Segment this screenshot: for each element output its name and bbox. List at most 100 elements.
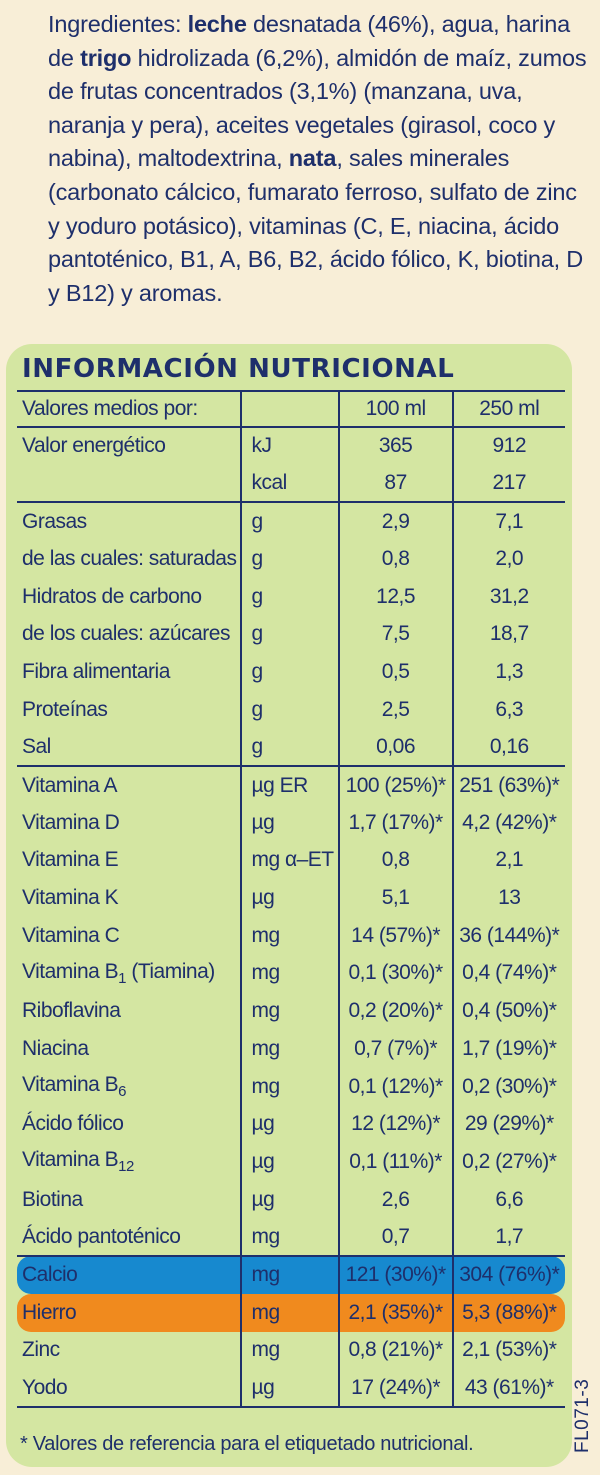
nutrient-unit: g xyxy=(240,577,339,616)
value-250ml: 5,3 (88%)* xyxy=(451,1293,565,1332)
ingredients-part-1: desnatada (46%), agua, harina de xyxy=(48,11,570,71)
nutrient-name: Vitamina E xyxy=(22,848,119,872)
header-col-100ml: 100 ml xyxy=(337,390,453,427)
value-100ml: 5,1 xyxy=(337,879,453,917)
nutrient-name: Yodo xyxy=(17,1369,242,1408)
nutrient-name: Ácido fólico xyxy=(22,1112,124,1136)
value-100ml: 0,7 (7%)* xyxy=(337,1030,453,1068)
nutrient-name: Zinc xyxy=(22,1338,60,1362)
nutrient-name: Fibra alimentaria xyxy=(22,659,170,683)
value-100ml: 0,8 (21%)* xyxy=(337,1331,453,1370)
nutrient-name: Proteínas xyxy=(22,697,108,721)
value-100ml: 17 (24%)* xyxy=(337,1369,453,1408)
value-100ml: 0,1 (30%)* xyxy=(337,954,453,993)
value-250ml: 0,2 (27%)* xyxy=(451,1143,565,1181)
value-250ml: 0,2 (30%)* xyxy=(451,1067,565,1106)
value-250ml: 1,7 xyxy=(451,1218,565,1257)
value-250ml: 6,3 xyxy=(451,690,565,729)
value-100ml: 2,6 xyxy=(337,1180,453,1219)
nutrient-name: de las cuales: saturadas xyxy=(22,546,237,570)
allergen-leche: leche xyxy=(187,11,247,37)
nutrient-unit: mg α–ET xyxy=(240,841,339,880)
value-100ml: 100 (25%)* xyxy=(337,765,453,804)
header-label: Valores medios por: xyxy=(17,390,242,427)
table-row: Zinc mg 0,8 (21%)* 2,1 (53%)* xyxy=(17,1331,565,1370)
nutrient-name xyxy=(17,465,241,503)
value-250ml: 0,16 xyxy=(451,728,565,767)
nutrient-unit: mg xyxy=(240,1218,339,1257)
table-row: kcal 87 217 xyxy=(17,464,565,503)
nutrient-unit: µg xyxy=(240,1180,339,1219)
nutrient-unit: mg xyxy=(240,1030,339,1068)
value-250ml: 31,2 xyxy=(451,577,565,616)
table-row: Hidratos de carbono g 12,5 31,2 xyxy=(17,577,565,616)
value-100ml: 7,5 xyxy=(337,615,453,654)
nutrient-subscript: 1 xyxy=(118,970,127,988)
nutrient-unit: kcal xyxy=(240,464,339,503)
nutrient-name: Vitamina B1 (Tiamina) xyxy=(22,959,215,988)
nutrient-unit: µg xyxy=(240,1143,339,1181)
nutrient-name: Hidratos de carbono xyxy=(22,584,202,608)
nutrient-name: Vitamina B12 xyxy=(22,1148,134,1176)
nutrient-name: de los cuales: azúcares xyxy=(22,622,230,646)
table-row: Vitamina B1 (Tiamina) mg 0,1 (30%)* 0,4 (74… xyxy=(17,954,565,993)
value-100ml: 0,5 xyxy=(337,653,453,691)
nutrient-name: Vitamina K xyxy=(22,886,119,910)
table-row: Ácido pantoténico mg 0,7 1,7 xyxy=(17,1218,565,1257)
nutrient-name: Grasas xyxy=(17,501,242,541)
nutrient-name: Vitamina C xyxy=(22,923,120,947)
nutrition-title: INFORMACIÓN NUTRICIONAL xyxy=(22,354,455,384)
table-row: Fibra alimentaria g 0,5 1,3 xyxy=(17,653,565,691)
nutrient-unit: kJ xyxy=(240,426,339,465)
allergen-trigo: trigo xyxy=(80,44,132,71)
nutrient-unit: µg ER xyxy=(240,765,339,804)
table-row: de los cuales: azúcares g 7,5 18,7 xyxy=(17,615,565,654)
nutrient-unit: µg xyxy=(240,803,339,842)
table-row: Hierro mg 2,1 (35%)* 5,3 (88%)* xyxy=(17,1293,565,1332)
table-row: Biotina µg 2,6 6,6 xyxy=(17,1180,565,1219)
nutrient-subscript: 12 xyxy=(118,1158,134,1176)
value-100ml: 14 (57%)* xyxy=(337,916,453,955)
value-250ml: 7,1 xyxy=(451,501,565,541)
value-100ml: 2,5 xyxy=(337,690,453,729)
table-row: Vitamina B6 mg 0,1 (12%)* 0,2 (30%)* xyxy=(17,1067,565,1106)
nutrient-unit: µg xyxy=(240,1105,339,1144)
value-100ml: 2,9 xyxy=(337,501,453,541)
table-row: Ácido fólico µg 12 (12%)* 29 (29%)* xyxy=(17,1105,565,1144)
nutrient-unit: mg xyxy=(240,954,339,993)
table-row: Vitamina C mg 14 (57%)* 36 (144%)* xyxy=(17,916,565,955)
value-250ml: 251 (63%)* xyxy=(451,765,565,804)
value-100ml: 365 xyxy=(337,426,453,465)
value-100ml: 0,1 (11%)* xyxy=(337,1143,453,1181)
value-250ml: 912 xyxy=(451,426,565,465)
table-row: Calcio mg 121 (30%)* 304 (76%)* xyxy=(17,1255,565,1294)
nutrient-unit: mg xyxy=(240,1331,339,1370)
ingredients-part-3: , sales minerales (carbonato cálcico, fu… xyxy=(48,145,584,306)
header-col-250ml: 250 ml xyxy=(451,390,565,427)
nutrient-unit: mg xyxy=(240,1293,339,1332)
value-250ml: 2,1 (53%)* xyxy=(451,1331,565,1370)
nutrient-name: Ácido pantoténico xyxy=(22,1224,181,1248)
value-250ml: 304 (76%)* xyxy=(451,1255,565,1294)
nutrient-name: Biotina xyxy=(22,1187,83,1211)
value-100ml: 0,8 xyxy=(337,841,453,880)
table-row: Vitamina B12 µg 0,1 (11%)* 0,2 (27%)* xyxy=(17,1143,565,1181)
nutrient-unit: mg xyxy=(240,992,339,1030)
value-250ml: 4,2 (42%)* xyxy=(451,803,565,842)
table-row: Valor energético kJ 365 912 xyxy=(17,426,565,465)
value-250ml: 0,4 (74%)* xyxy=(451,954,565,993)
table-row: Vitamina D µg 1,7 (17%)* 4,2 (42%)* xyxy=(17,803,565,842)
nutrient-unit: mg xyxy=(240,1255,339,1294)
nutrient-name: Niacina xyxy=(22,1036,89,1060)
table-row: Niacina mg 0,7 (7%)* 1,7 (19%)* xyxy=(17,1030,565,1068)
nutrient-name: Sal xyxy=(22,734,51,758)
table-row: Yodo µg 17 (24%)* 43 (61%)* xyxy=(17,1369,565,1408)
nutrient-name: Vitamina B6 xyxy=(22,1072,127,1101)
value-100ml: 12,5 xyxy=(337,577,453,616)
value-100ml: 2,1 (35%)* xyxy=(337,1293,453,1332)
footnote: * Valores de referencia para el etiqueta… xyxy=(20,1433,474,1455)
nutrient-unit: µg xyxy=(240,879,339,917)
ingredients-text: Ingredientes: leche desnatada (46%), agu… xyxy=(48,8,588,310)
nutrient-unit: g xyxy=(240,540,339,578)
nutrient-unit: mg xyxy=(240,916,339,955)
